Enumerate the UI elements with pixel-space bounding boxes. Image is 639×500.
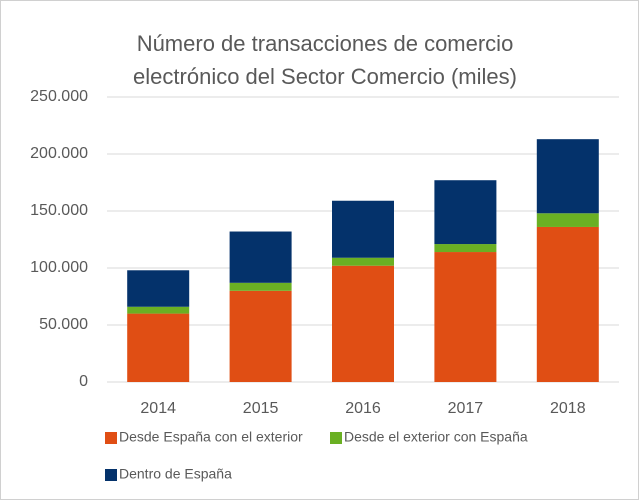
y-tick-label: 50.000	[39, 316, 88, 333]
bar-segment	[229, 282, 292, 291]
bar-segment	[434, 252, 497, 382]
y-tick-label: 0	[79, 373, 88, 390]
bar-segment	[127, 306, 190, 314]
x-tick-label: 2015	[243, 400, 279, 417]
legend-swatch	[330, 432, 342, 444]
x-tick-label: 2014	[140, 400, 176, 417]
y-tick-label: 100.000	[30, 259, 88, 276]
bar-segment	[332, 265, 394, 382]
bar-segment	[536, 213, 599, 227]
x-tick-label: 2017	[448, 400, 484, 417]
bar-segment	[229, 290, 292, 382]
legend-label: Desde el exterior con España	[344, 429, 528, 445]
bar-segment	[434, 244, 497, 253]
y-tick-label: 200.000	[30, 145, 88, 162]
y-tick-label: 150.000	[30, 202, 88, 219]
bar-segment	[536, 139, 599, 214]
bar-segment	[332, 200, 394, 258]
bar-segment	[332, 257, 394, 266]
chart-title: electrónico del Sector Comercio (miles)	[133, 64, 517, 89]
legend-swatch	[105, 432, 117, 444]
chart-title: Número de transacciones de comercio	[137, 31, 514, 56]
bar-segment	[536, 226, 599, 382]
bar-segment	[434, 180, 497, 245]
y-tick-label: 250.000	[30, 88, 88, 105]
bar-segment	[127, 270, 190, 307]
legend-label: Desde España con el exterior	[119, 429, 303, 445]
bar-segment	[127, 313, 190, 382]
bar-segment	[229, 231, 292, 283]
x-tick-label: 2018	[550, 400, 586, 417]
legend-swatch	[105, 469, 117, 481]
legend-label: Dentro de España	[119, 466, 232, 482]
x-tick-label: 2016	[345, 400, 381, 417]
